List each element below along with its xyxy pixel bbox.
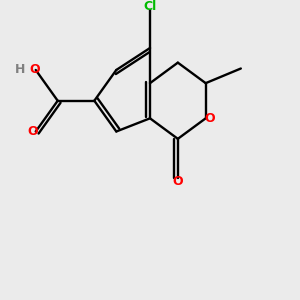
Text: O: O (204, 112, 214, 125)
Text: H: H (14, 64, 25, 76)
Text: Cl: Cl (143, 0, 157, 13)
Text: O: O (172, 176, 183, 188)
Text: O: O (29, 64, 40, 76)
Text: O: O (27, 125, 38, 138)
